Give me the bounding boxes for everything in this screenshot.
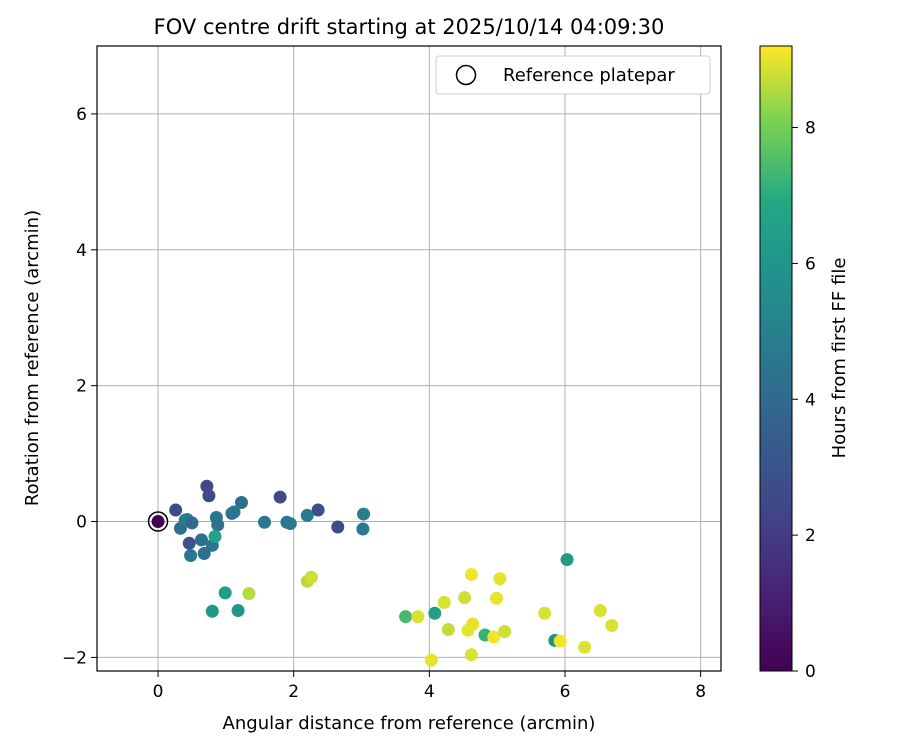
data-point: [466, 617, 480, 631]
data-point: [205, 604, 219, 618]
x-tick-label: 2: [288, 682, 299, 702]
data-point: [498, 625, 512, 639]
data-point: [169, 503, 183, 517]
colorbar-tick-label: 4: [805, 390, 816, 410]
data-point: [464, 648, 478, 662]
reference-marker: [147, 511, 169, 532]
y-tick-label: 6: [76, 105, 87, 125]
data-point: [218, 586, 232, 600]
data-point: [283, 517, 297, 531]
colorbar-gradient: [759, 45, 793, 672]
data-point: [311, 503, 325, 517]
chart-title: FOV centre drift starting at 2025/10/14 …: [154, 15, 665, 39]
plot-frame: [96, 45, 722, 672]
data-point: [242, 587, 256, 601]
data-point: [560, 553, 574, 567]
y-tick-label: −2: [62, 648, 87, 668]
grid: [97, 46, 721, 671]
y-axis-label: Rotation from reference (arcmin): [22, 210, 43, 506]
data-point: [424, 653, 438, 667]
colorbar-tick-label: 8: [805, 119, 816, 139]
scatter-points: [169, 479, 619, 667]
colorbar-tick-label: 0: [805, 662, 816, 682]
data-point: [411, 610, 425, 624]
data-point: [605, 618, 619, 632]
data-point: [182, 536, 196, 550]
data-point: [300, 508, 314, 522]
colorbar-label: Hours from first FF file: [829, 258, 850, 459]
data-point: [593, 604, 607, 618]
y-axis-ticks: −2 0 2 4 6: [62, 105, 97, 668]
data-point: [208, 529, 222, 543]
x-axis-label: Angular distance from reference (arcmin): [223, 713, 596, 734]
data-point: [464, 568, 478, 582]
legend-box: [435, 55, 711, 95]
data-point: [227, 505, 241, 519]
data-point: [578, 640, 592, 654]
data-point: [553, 634, 567, 648]
x-tick-label: 0: [153, 682, 164, 702]
legend-label: Reference platepar: [503, 65, 675, 86]
data-point: [493, 572, 507, 586]
x-tick-label: 6: [560, 682, 571, 702]
reference-ring: [147, 511, 169, 532]
x-tick-label: 4: [424, 682, 435, 702]
data-point: [231, 604, 245, 618]
data-point: [489, 591, 503, 605]
y-tick-label: 0: [76, 513, 87, 533]
data-point: [211, 518, 225, 532]
legend: Reference platepar: [435, 55, 711, 95]
data-point: [202, 489, 216, 503]
reference-point: [151, 515, 165, 529]
x-tick-label: 8: [695, 682, 706, 702]
data-point: [185, 516, 199, 530]
data-point: [331, 520, 345, 534]
colorbar-tick-label: 2: [805, 526, 816, 546]
data-point: [538, 606, 552, 620]
x-axis-ticks: 0 2 4 6 8: [153, 671, 706, 702]
data-point: [194, 533, 208, 547]
colorbar-ticks: 0 2 4 6 8: [792, 119, 816, 682]
data-point: [273, 490, 287, 504]
data-point: [197, 546, 211, 560]
data-point: [458, 591, 472, 605]
data-point: [487, 630, 501, 644]
colorbar: 0 2 4 6 8 Hours from first FF file: [759, 45, 850, 682]
legend-marker: [455, 64, 477, 86]
data-point: [304, 570, 318, 584]
data-point: [234, 496, 248, 510]
y-tick-label: 4: [76, 241, 87, 261]
data-point: [184, 549, 198, 563]
data-point: [356, 522, 370, 536]
data-point: [428, 606, 442, 620]
data-point: [357, 507, 371, 521]
data-point: [258, 515, 272, 529]
colorbar-tick-label: 6: [805, 254, 816, 274]
data-point: [441, 623, 455, 637]
data-point: [437, 595, 451, 609]
data-point: [399, 610, 413, 624]
y-tick-label: 2: [76, 377, 87, 397]
